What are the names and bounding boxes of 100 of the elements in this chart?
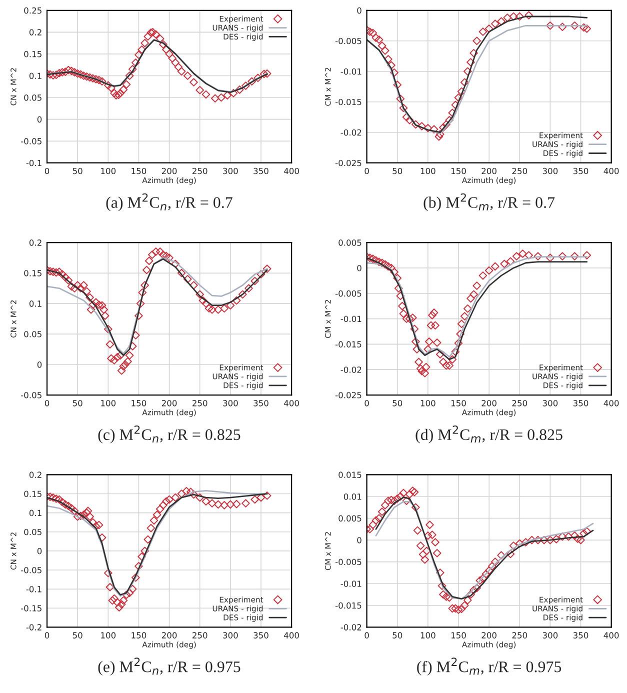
y-tick-label: 0.15: [24, 50, 42, 58]
x-tick-label: 350: [254, 168, 268, 174]
y-tick-label: -0.01: [340, 68, 362, 75]
x-tick-label: 50: [72, 632, 82, 638]
x-tick-label: 0: [44, 632, 50, 638]
y-tick-label: 0.005: [338, 240, 362, 246]
x-tick-label: 400: [284, 632, 299, 638]
x-tick-label: 50: [392, 632, 402, 638]
x-tick-label: 150: [451, 168, 466, 174]
x-tick-label: 350: [254, 400, 268, 406]
y-tick-label: -0.05: [21, 392, 42, 398]
y-tick-label: 0.05: [24, 528, 42, 536]
x-tick-label: 200: [162, 632, 177, 638]
x-tick-label: 300: [223, 168, 238, 174]
text: (e) M$^{2}$C$_{n}$, r/R = 0.975: [98, 658, 240, 676]
x-tick-label: 200: [482, 632, 496, 638]
y-tick-label: -0.1: [26, 586, 42, 592]
x-tick-label: 250: [512, 632, 528, 638]
y-tick-label: 0.05: [24, 331, 42, 338]
text: (a) M$^{2}$C$_{n}$, r/R = 0.7: [106, 193, 232, 212]
y-tick-label: -0.025: [335, 392, 362, 398]
y-tick-label: -0.01: [340, 316, 362, 322]
x-tick-label: 0: [364, 632, 369, 638]
x-tick-label: 250: [512, 168, 528, 174]
x-tick-label: 400: [604, 632, 619, 638]
x-tick-label: 150: [451, 632, 466, 638]
x-tick-label: 100: [101, 168, 116, 174]
x-tick-label: 200: [162, 168, 177, 174]
y-tick-label: -0.02: [340, 366, 362, 373]
x-tick-label: 100: [420, 400, 436, 406]
y-tick-label: 0: [357, 537, 362, 544]
y-tick-label: 0.1: [29, 510, 42, 516]
y-tick-label: 0: [37, 362, 42, 368]
y-tick-label: 0.1: [29, 72, 42, 80]
y-tick-label: 0: [37, 116, 42, 123]
y-tick-label: 0: [357, 264, 362, 272]
x-tick-label: 200: [482, 400, 496, 406]
y-tick-label: 0.2: [29, 472, 42, 478]
x-tick-label: 250: [512, 400, 528, 406]
x-tick-label: 400: [604, 168, 619, 174]
x-tick-label: 50: [392, 168, 402, 174]
x-tick-label: 300: [223, 632, 238, 638]
x-tick-label: 50: [72, 400, 82, 406]
y-tick-label: 0.1: [29, 300, 42, 307]
y-tick-label: -0.015: [335, 602, 362, 609]
x-tick-label: 200: [482, 168, 496, 174]
x-tick-label: 400: [284, 400, 299, 406]
y-tick-label: -0.2: [26, 624, 42, 630]
y-tick-label: -0.15: [21, 605, 42, 612]
text: (f) M$^{2}$C$_{m}$, r/R = 0.975: [417, 658, 562, 676]
x-tick-label: 100: [101, 400, 116, 406]
x-tick-label: 100: [101, 632, 116, 638]
x-tick-label: 350: [573, 168, 588, 174]
x-tick-label: 0: [364, 400, 369, 406]
x-tick-label: 350: [573, 400, 588, 406]
x-tick-label: 400: [284, 168, 299, 174]
y-tick-label: 0: [37, 548, 42, 554]
x-tick-label: 200: [162, 400, 177, 406]
y-tick-label: -0.05: [21, 138, 42, 144]
y-tick-label: -0.02: [340, 624, 362, 630]
y-tick-label: 0.25: [24, 7, 42, 14]
y-tick-label: 0.01: [344, 493, 362, 500]
y-tick-label: 0.15: [24, 490, 42, 498]
y-tick-label: 0.05: [24, 94, 42, 101]
x-tick-label: 400: [604, 400, 619, 406]
y-tick-label: -0.005: [335, 290, 362, 297]
y-tick-label: -0.05: [21, 566, 42, 574]
x-tick-label: 50: [72, 168, 82, 174]
y-tick-label: -0.015: [335, 341, 362, 348]
x-tick-label: 300: [542, 168, 558, 174]
y-tick-label: 0.15: [24, 270, 42, 276]
text: (b) M$^{2}$C$_{m}$, r/R = 0.7: [424, 193, 555, 212]
text: (c) M$^{2}$C$_{n}$, r/R = 0.825: [98, 426, 240, 444]
x-tick-label: 0: [364, 168, 369, 174]
y-tick-label: 0.005: [338, 515, 362, 522]
x-tick-label: 250: [192, 168, 208, 174]
y-tick-label: 0.015: [338, 472, 362, 478]
y-tick-label: -0.1: [26, 160, 42, 166]
x-tick-label: 0: [44, 400, 50, 406]
x-tick-label: 300: [542, 400, 558, 406]
x-tick-label: 100: [420, 632, 436, 638]
x-tick-label: 300: [542, 632, 558, 638]
x-tick-label: 150: [132, 632, 146, 638]
x-tick-label: 250: [192, 400, 208, 406]
y-tick-label: 0.2: [29, 29, 42, 36]
x-tick-label: 150: [451, 400, 466, 406]
y-tick-label: 0.2: [29, 240, 42, 246]
x-tick-label: 0: [44, 168, 50, 174]
y-tick-label: -0.01: [340, 580, 362, 587]
y-tick-label: -0.02: [340, 129, 362, 136]
x-tick-label: 150: [132, 168, 146, 174]
x-tick-label: 250: [192, 632, 208, 638]
x-tick-label: 300: [223, 400, 238, 406]
text: (d) M$^{2}$C$_{m}$, r/R = 0.825: [416, 426, 562, 444]
x-tick-label: 150: [132, 400, 146, 406]
x-tick-label: 350: [573, 632, 588, 638]
y-tick-label: -0.005: [335, 558, 362, 566]
x-tick-label: 50: [392, 400, 402, 406]
x-tick-label: 350: [254, 632, 268, 638]
y-tick-label: -0.005: [335, 38, 362, 44]
